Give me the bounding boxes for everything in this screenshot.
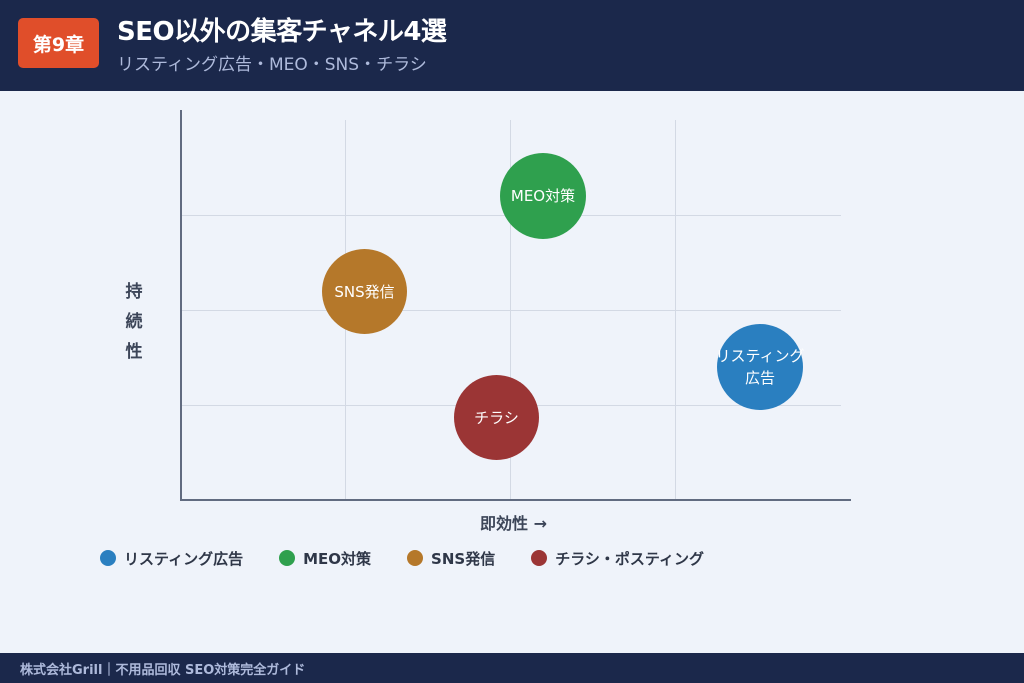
legend-item-sns[interactable]: SNS発信 bbox=[407, 548, 495, 569]
bubble-flyer[interactable]: チラシ bbox=[454, 375, 539, 460]
legend-dot-icon bbox=[279, 550, 296, 566]
bubble-listing-ads[interactable]: リスティング 広告 bbox=[715, 324, 805, 410]
legend: リスティング広告 MEO対策 SNS発信 チラシ・ポスティング bbox=[100, 547, 740, 569]
footer: 株式会社Grill｜不用品回収 SEO対策完全ガイド bbox=[0, 653, 1024, 683]
bubble-label: MEO対策 bbox=[510, 187, 576, 205]
gridline-v bbox=[510, 120, 511, 499]
bubble-sns[interactable]: SNS発信 bbox=[322, 249, 407, 334]
y-axis-label: 持 続 性 bbox=[125, 282, 143, 362]
bubble-label: リスティング 広告 bbox=[715, 347, 805, 387]
bubble-chart: 持 続 性 即効性 → リスティング 広告 MEO対策 SNS発信 チラシ リス… bbox=[0, 91, 1024, 653]
legend-item-listing[interactable]: リスティング広告 bbox=[100, 548, 243, 569]
legend-item-meo[interactable]: MEO対策 bbox=[279, 548, 371, 569]
legend-dot-icon bbox=[531, 550, 548, 566]
bubble-label: チラシ bbox=[474, 408, 519, 427]
bubble-label: SNS発信 bbox=[334, 282, 395, 301]
page-subtitle: リスティング広告・MEO・SNS・チラシ bbox=[117, 55, 427, 75]
legend-item-flyer[interactable]: チラシ・ポスティング bbox=[531, 548, 704, 569]
legend-dot-icon bbox=[407, 550, 424, 566]
header: 第9章 SEO以外の集客チャネル4選 リスティング広告・MEO・SNS・チラシ bbox=[0, 0, 1024, 91]
legend-dot-icon bbox=[100, 550, 116, 566]
y-axis bbox=[180, 110, 182, 501]
gridline-v bbox=[675, 120, 676, 499]
x-axis-label: 即効性 → bbox=[480, 514, 547, 533]
x-axis bbox=[180, 499, 851, 501]
gridline-h bbox=[182, 310, 841, 311]
footer-text: 株式会社Grill｜不用品回収 SEO対策完全ガイド bbox=[20, 663, 306, 678]
bubble-meo[interactable]: MEO対策 bbox=[500, 153, 586, 239]
page-title: SEO以外の集客チャネル4選 bbox=[117, 17, 447, 47]
chapter-badge: 第9章 bbox=[18, 18, 99, 68]
